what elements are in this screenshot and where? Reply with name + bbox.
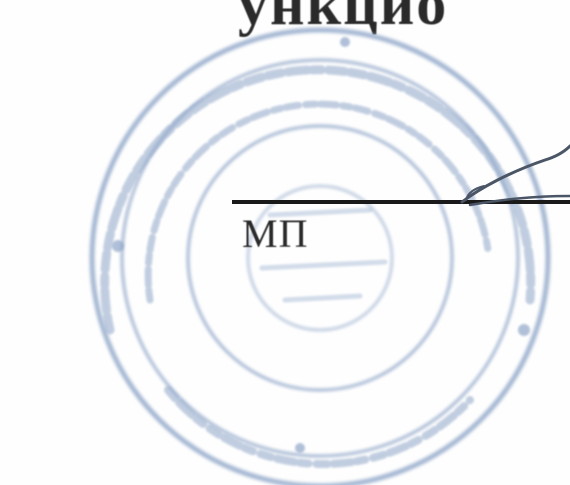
stamp-core-ring xyxy=(246,184,394,332)
stamp-center-text-line-2 xyxy=(259,259,388,271)
stamp-center-text-line-3 xyxy=(282,293,363,303)
stamp-center-text-line-1 xyxy=(267,207,373,218)
stamp-star-left xyxy=(112,240,124,252)
stamp-star-bottom xyxy=(295,443,305,453)
stamp-bottom-lettering-band xyxy=(164,386,474,468)
stamp-outer-lettering-band xyxy=(100,65,536,335)
stamp-middle-ring xyxy=(120,58,520,458)
mp-label: МП xyxy=(242,211,309,256)
stamp-star-right xyxy=(518,324,530,336)
stamp-star-top xyxy=(340,37,350,47)
signature-line xyxy=(232,200,570,204)
stamp-inner-ring xyxy=(186,124,454,392)
stamp-inner-lettering-band xyxy=(144,100,492,304)
stamp-outer-ring xyxy=(89,27,551,485)
